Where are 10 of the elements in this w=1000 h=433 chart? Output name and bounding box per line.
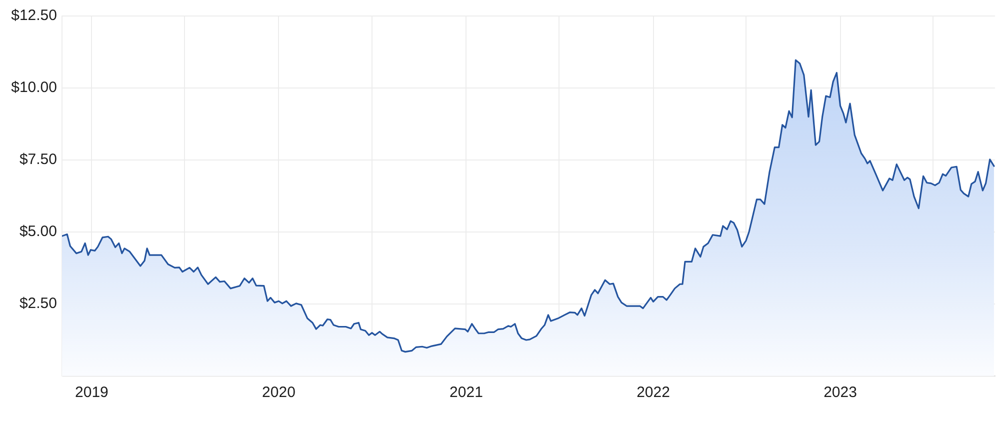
y-tick-label: $2.50	[19, 295, 57, 312]
y-tick-label: $12.50	[11, 7, 57, 24]
y-tick-label: $5.00	[19, 223, 57, 240]
x-tick-label: 2022	[636, 384, 670, 402]
y-tick-label: $7.50	[19, 151, 57, 168]
x-tick-label: 2019	[75, 384, 108, 402]
x-tick-label: 2021	[450, 384, 483, 402]
y-tick-label: $10.00	[11, 79, 57, 96]
x-tick-label: 2023	[824, 384, 857, 402]
x-tick-label: 2020	[262, 384, 296, 402]
